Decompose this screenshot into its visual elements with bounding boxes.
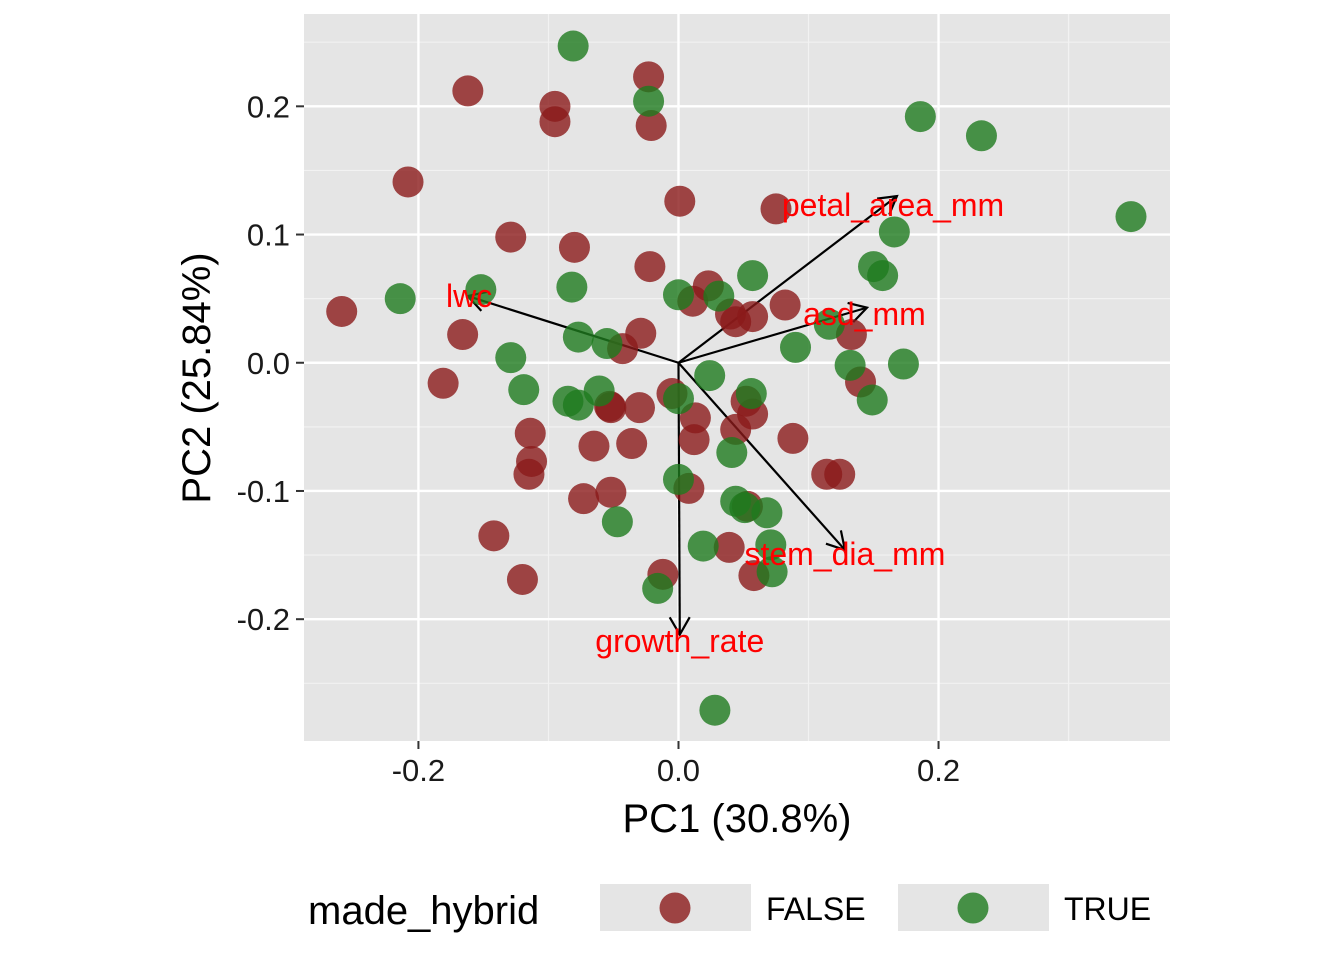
legend-key-point bbox=[659, 892, 691, 924]
x-axis-title: PC1 (30.8%) bbox=[623, 797, 852, 841]
data-point-false bbox=[478, 520, 510, 552]
data-point-false bbox=[678, 424, 710, 456]
data-point-true bbox=[601, 506, 633, 538]
data-point-false bbox=[513, 458, 545, 490]
loading-label-growth_rate: growth_rate bbox=[595, 623, 764, 659]
data-point-false bbox=[760, 193, 792, 225]
data-point-false bbox=[558, 231, 590, 263]
data-point-true bbox=[662, 279, 694, 311]
data-point-true bbox=[965, 120, 997, 152]
data-point-true bbox=[557, 30, 589, 62]
data-point-false bbox=[824, 458, 856, 490]
x-tick-label: 0.0 bbox=[657, 753, 700, 788]
data-points bbox=[326, 30, 1147, 726]
y-axis-title: PC2 (25.84%) bbox=[175, 252, 219, 503]
loading-arrowhead-stem_dia_mm bbox=[825, 530, 847, 552]
data-point-false bbox=[777, 422, 809, 454]
data-point-false bbox=[326, 295, 358, 327]
data-point-true bbox=[813, 308, 845, 340]
data-point-false bbox=[713, 531, 745, 563]
data-point-false bbox=[514, 417, 546, 449]
loading-label-asd_mm: asd_mm bbox=[803, 296, 926, 332]
data-point-true bbox=[735, 378, 767, 410]
data-point-true bbox=[662, 463, 694, 495]
axis-ticks: -0.2 0.0 0.2 -0.2 -0.1 0.0 0.1 0.2 bbox=[237, 89, 961, 788]
y-tick-label: 0.1 bbox=[247, 218, 290, 253]
data-point-false bbox=[568, 483, 600, 515]
loading-arrowhead-asd_mm bbox=[847, 301, 870, 323]
data-point-true bbox=[642, 572, 674, 604]
data-point-true bbox=[384, 283, 416, 315]
data-point-false bbox=[623, 392, 655, 424]
data-point-true bbox=[687, 530, 719, 562]
y-tick-label: 0.2 bbox=[247, 89, 290, 124]
data-point-true bbox=[465, 274, 497, 306]
data-point-false bbox=[452, 75, 484, 107]
data-point-true bbox=[834, 349, 866, 381]
data-point-true bbox=[751, 497, 783, 529]
loading-arrow-stem_dia_mm bbox=[677, 362, 846, 551]
loading-arrow-petal_area_mm bbox=[677, 195, 898, 364]
data-point-true bbox=[737, 260, 769, 292]
loading-arrowhead-petal_area_mm bbox=[876, 194, 899, 215]
data-point-false bbox=[633, 61, 665, 93]
data-point-true bbox=[694, 360, 726, 392]
legend-label-true: TRUE bbox=[1064, 891, 1151, 927]
y-tick-label: 0.0 bbox=[247, 346, 290, 381]
data-point-true bbox=[633, 85, 665, 117]
data-point-true bbox=[703, 280, 735, 312]
data-point-true bbox=[562, 321, 594, 353]
data-point-false bbox=[578, 430, 610, 462]
loading-arrowhead-growth_rate bbox=[668, 616, 691, 637]
loading-label-stem_dia_mm: stem_dia_mm bbox=[744, 536, 945, 572]
data-point-false bbox=[447, 319, 479, 351]
data-point-false bbox=[634, 251, 666, 283]
legend-label-false: FALSE bbox=[766, 891, 866, 927]
data-point-true bbox=[1115, 201, 1147, 233]
legend-title: made_hybrid bbox=[308, 889, 539, 933]
data-point-false bbox=[720, 413, 752, 445]
data-point-false bbox=[664, 185, 696, 217]
data-point-false bbox=[495, 221, 527, 253]
data-point-true bbox=[591, 328, 623, 360]
data-point-true bbox=[904, 101, 936, 133]
data-point-true bbox=[756, 556, 788, 588]
data-point-false bbox=[769, 289, 801, 321]
data-point-true bbox=[716, 437, 748, 469]
data-point-true bbox=[562, 389, 594, 421]
loading-label-petal_area_mm: petal_area_mm bbox=[782, 187, 1004, 223]
loading-label-lwc: lwc bbox=[446, 278, 492, 314]
data-point-true bbox=[508, 374, 540, 406]
data-point-false bbox=[506, 563, 538, 595]
data-point-false bbox=[392, 166, 424, 198]
data-point-false bbox=[635, 110, 667, 142]
data-point-false bbox=[427, 367, 459, 399]
data-point-true bbox=[867, 260, 899, 292]
data-point-true bbox=[887, 348, 919, 380]
y-tick-label: -0.2 bbox=[237, 602, 290, 637]
data-point-true bbox=[699, 694, 731, 726]
data-point-true bbox=[856, 384, 888, 416]
data-point-true bbox=[878, 216, 910, 248]
data-point-true bbox=[755, 529, 787, 561]
data-point-false bbox=[539, 106, 571, 138]
x-tick-label: 0.2 bbox=[917, 753, 960, 788]
data-point-true bbox=[556, 271, 588, 303]
data-point-true bbox=[780, 331, 812, 363]
data-point-false bbox=[737, 301, 769, 333]
data-point-true bbox=[495, 342, 527, 374]
legend-key-point bbox=[957, 892, 989, 924]
data-point-false bbox=[595, 476, 627, 508]
y-tick-label: -0.1 bbox=[237, 474, 290, 509]
legend: made_hybrid FALSE TRUE bbox=[308, 884, 1151, 933]
x-tick-label: -0.2 bbox=[392, 753, 445, 788]
data-point-true bbox=[662, 383, 694, 415]
data-point-false bbox=[616, 428, 648, 460]
